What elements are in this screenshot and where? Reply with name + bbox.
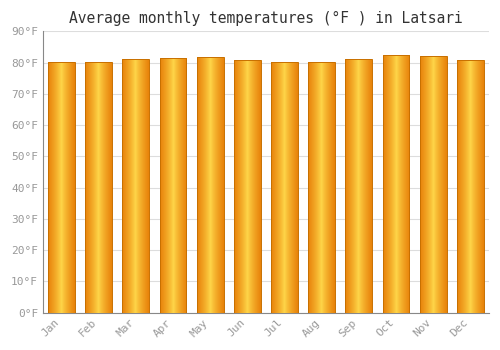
Bar xyxy=(420,56,446,313)
Bar xyxy=(48,62,75,313)
Bar xyxy=(160,58,186,313)
Bar xyxy=(346,59,372,313)
Bar xyxy=(308,62,335,313)
Bar xyxy=(382,55,409,313)
Bar xyxy=(197,57,224,313)
Bar xyxy=(271,62,298,313)
Bar xyxy=(122,59,149,313)
Bar xyxy=(234,60,260,313)
Bar xyxy=(86,62,112,313)
Bar xyxy=(457,60,483,313)
Title: Average monthly temperatures (°F ) in Latsari: Average monthly temperatures (°F ) in La… xyxy=(69,11,463,26)
